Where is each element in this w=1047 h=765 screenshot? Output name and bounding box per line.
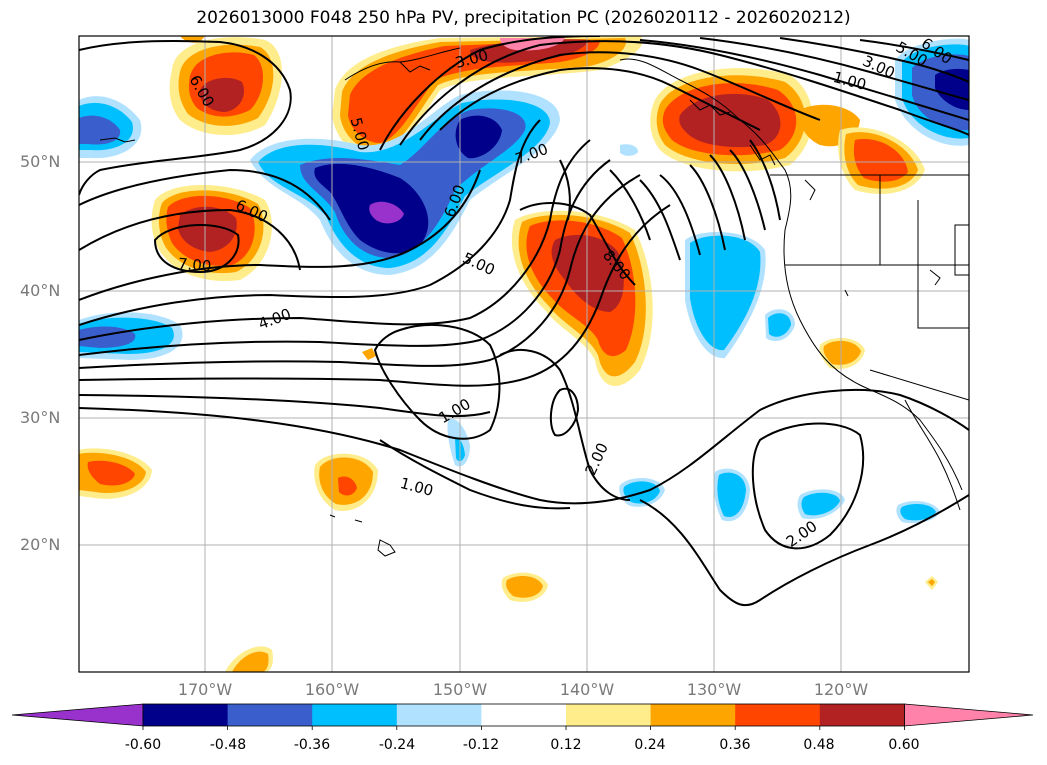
latitude-label: 30°N — [20, 408, 61, 427]
plot-frame — [78, 35, 970, 673]
cool-anomaly-west — [79, 96, 142, 159]
colorbar-tick-label: -0.60 — [124, 737, 162, 753]
warm-anomaly-northeast — [650, 68, 925, 194]
colorbar-segment — [481, 704, 567, 726]
latitude-label: 20°N — [20, 535, 61, 554]
colorbar-tick-label: 0.60 — [888, 737, 920, 753]
contour-label: 7.00 — [177, 254, 213, 276]
cool-anomaly-east — [685, 231, 795, 359]
colorbar-tick-label: -0.36 — [293, 737, 331, 753]
colorbar-segment — [143, 704, 229, 726]
longitude-label: 140°W — [559, 680, 615, 699]
cool-anomaly-central — [250, 90, 560, 275]
small-anomalies — [79, 144, 940, 672]
longitude-label: 120°W — [813, 680, 869, 699]
longitude-label: 150°W — [432, 680, 488, 699]
colorbar — [11, 703, 1034, 730]
colorbar-tick-label: -0.24 — [378, 737, 416, 753]
colorbar-tick-label: 0.24 — [634, 737, 666, 753]
colorbar-segment — [396, 704, 482, 726]
colorbar-extend-low — [11, 703, 144, 727]
colorbar-segment — [227, 704, 313, 726]
colorbar-segment — [819, 704, 905, 726]
warm-anomaly-north-central — [332, 36, 643, 160]
latitude-label: 40°N — [20, 281, 61, 300]
pv-contours — [79, 36, 969, 607]
longitude-label: 160°W — [304, 680, 360, 699]
latitude-label: 50°N — [20, 152, 61, 171]
colorbar-segment — [735, 704, 821, 726]
colorbar-segment — [650, 704, 736, 726]
colorbar-tick-label: 0.36 — [719, 737, 751, 753]
longitude-label: 170°W — [177, 680, 233, 699]
longitude-label: 130°W — [686, 680, 742, 699]
colorbar-segment — [566, 704, 652, 726]
colorbar-tick-label: 0.12 — [550, 737, 582, 753]
colorbar-tick-label: -0.12 — [462, 737, 500, 753]
colorbar-tick-label: -0.48 — [209, 737, 247, 753]
map-title: 2026013000 F048 250 hPa PV, precipitatio… — [196, 8, 851, 28]
warm-anomaly-central-south — [511, 210, 653, 387]
colorbar-segment — [312, 704, 398, 726]
colorbar-frame — [142, 703, 905, 727]
colorbar-extend-high — [904, 703, 1034, 727]
colorbar-tick-label: 0.48 — [803, 737, 835, 753]
warm-anomaly-nw — [169, 36, 282, 136]
